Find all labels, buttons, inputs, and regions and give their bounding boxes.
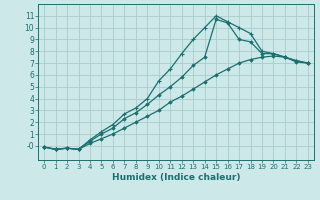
X-axis label: Humidex (Indice chaleur): Humidex (Indice chaleur): [112, 173, 240, 182]
